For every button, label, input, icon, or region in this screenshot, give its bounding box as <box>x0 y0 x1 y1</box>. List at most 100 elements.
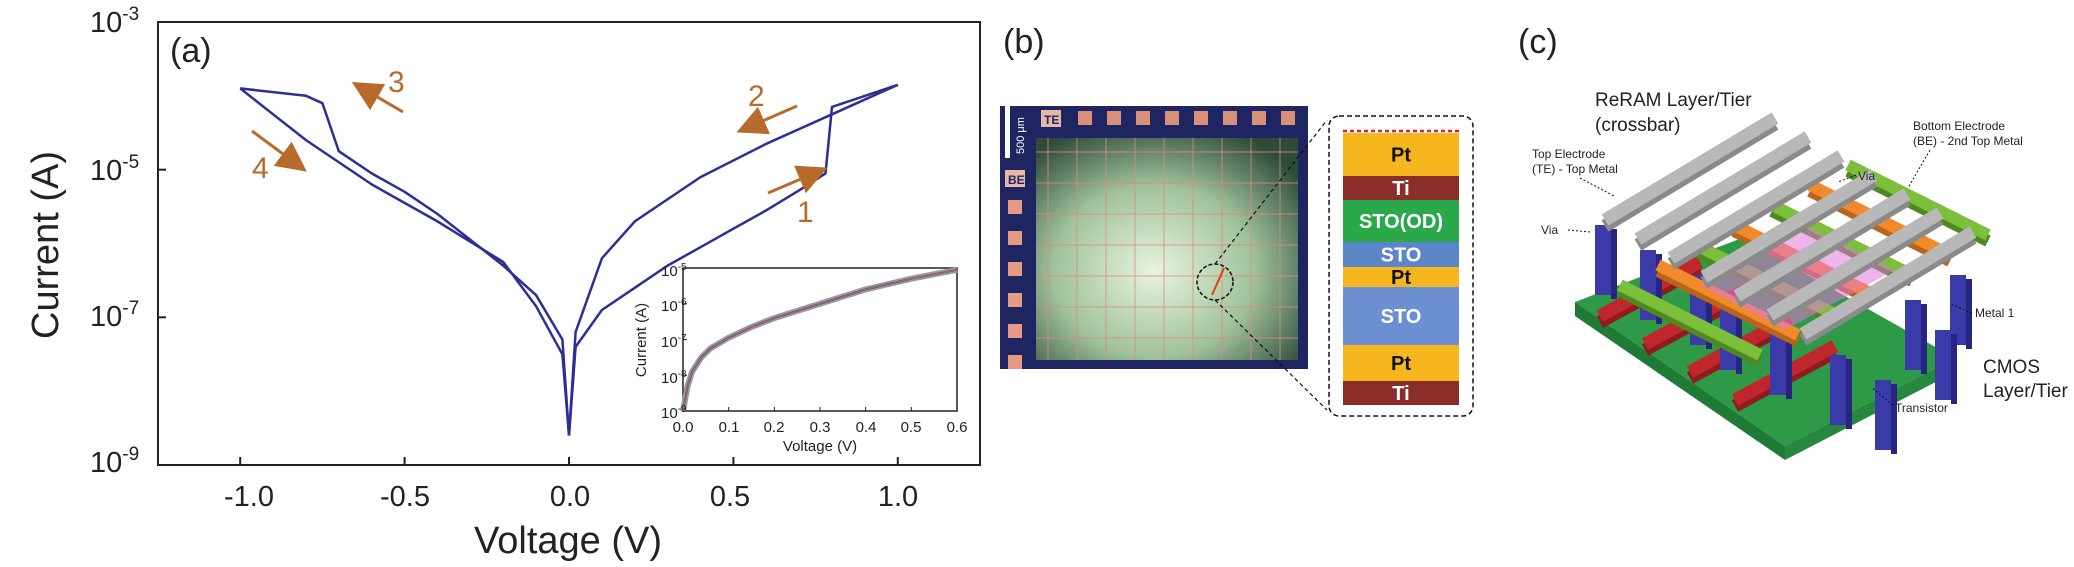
bottom-electrode-0 <box>1617 279 1763 361</box>
pillar-6 <box>1875 380 1891 450</box>
top-electrode-4 <box>1733 188 1911 302</box>
inset-y-tick-2: 10-7 <box>661 333 687 351</box>
sweep-arrow-4 <box>251 129 307 172</box>
micrograph-grid <box>1036 138 1298 360</box>
series-sweep_up_positive <box>567 83 899 436</box>
pillar-0 <box>1595 225 1611 295</box>
stack-layer-label-0: Pt <box>1391 145 1411 167</box>
transistor-label: Transistor <box>1895 401 1948 415</box>
pillar-side-0 <box>1611 229 1617 299</box>
micrograph-pads <box>1008 111 1295 369</box>
inset-y-tick-3: 10-6 <box>661 297 687 315</box>
te-pad-3 <box>1165 111 1179 125</box>
top-electrode-6 <box>1799 226 1977 340</box>
sweep-label-4: 4 <box>252 152 269 185</box>
pillar-side-6 <box>1891 384 1897 454</box>
stack-layer-label-6: Pt <box>1391 353 1411 375</box>
stack-layer-label-4: Pt <box>1391 267 1411 289</box>
be-pad-1 <box>1008 231 1022 245</box>
inset-x-tick-0: 0.0 <box>673 419 694 436</box>
inset-x-tick-3: 0.3 <box>810 419 831 436</box>
micrograph-image <box>1036 138 1298 360</box>
y-tick-label-2: 10-5 <box>90 152 139 187</box>
te-label-box <box>1041 110 1061 127</box>
zoom-line-bottom <box>1214 299 1328 411</box>
pillar-side-4 <box>1786 329 1792 399</box>
y-tick-label-3: 10-3 <box>90 4 139 39</box>
top-electrode-5 <box>1766 207 1944 321</box>
scale-bar <box>1005 106 1010 158</box>
stack-layer-2 <box>1343 200 1459 242</box>
stack-layer-0 <box>1343 133 1459 176</box>
inset-y-label: Current (A) <box>633 303 650 377</box>
reram-label-line1: ReRAM Layer/Tier <box>1595 90 1752 111</box>
stack-layer-4 <box>1343 267 1459 287</box>
be-leader <box>1907 149 1931 189</box>
cmos-label-line1: CMOS <box>1983 357 2040 378</box>
inset-x-tick-5: 0.5 <box>901 419 922 436</box>
sweep-label-2: 2 <box>748 80 765 113</box>
device-highlight <box>1211 267 1225 296</box>
x-tick-label-4: 1.0 <box>878 481 918 513</box>
pillar-5 <box>1830 355 1846 425</box>
top-electrode-0 <box>1601 112 1779 226</box>
via-top-leader <box>1837 174 1857 183</box>
pillar-side-8 <box>1966 279 1972 349</box>
metal1-label: Metal 1 <box>1975 306 2015 320</box>
pillar-side-5 <box>1846 359 1852 429</box>
cmos-base-side <box>1575 302 1785 460</box>
sweep-label-3: 3 <box>388 66 405 99</box>
series-sweep_negative_lower <box>239 87 571 436</box>
x-tick-label-0: -1.0 <box>224 481 274 513</box>
reram-label-line2: (crossbar) <box>1595 115 1681 136</box>
series-sweep_down_positive <box>567 83 899 436</box>
panel-c: (c) ReRAM Layer/Tier (crossbar) Via Bott… <box>1518 23 2068 460</box>
pillar-4 <box>1770 325 1786 395</box>
via-left-label: Via <box>1541 223 1558 237</box>
iv-traces <box>239 83 899 436</box>
stack-layer-7 <box>1343 381 1459 405</box>
inset-x-tick-6: 0.6 <box>947 419 968 436</box>
panel-a-label: (a) <box>170 32 212 70</box>
via-top-label: Via <box>1858 169 1875 183</box>
stack-layer-label-3: STO <box>1381 245 1422 267</box>
be-label-line2: (BE) - 2nd Top Metal <box>1913 134 2023 148</box>
top-electrodes <box>1601 112 1977 346</box>
panel-c-label: (c) <box>1518 23 1558 61</box>
main-ticks <box>158 21 899 466</box>
stack-layer-6 <box>1343 345 1459 381</box>
sweep-arrow-3 <box>351 81 404 114</box>
pink-region <box>1700 228 1895 330</box>
inset-x-label: Voltage (V) <box>783 438 857 455</box>
panel-a: (a) 10-9 10-7 10-5 10-3 -1.0 -0.5 0.0 0.… <box>25 4 981 562</box>
be-pad-2 <box>1008 262 1022 276</box>
top-electrode-3 <box>1700 169 1878 283</box>
pillar-side-2 <box>1706 279 1712 349</box>
top-electrode-2 <box>1667 150 1845 264</box>
stack-callout <box>1328 115 1474 417</box>
be-pad-4 <box>1008 324 1022 338</box>
x-tick-label-1: -0.5 <box>380 481 430 513</box>
cmos-base-front <box>1785 358 1955 460</box>
stack-layer-label-7: Ti <box>1392 383 1409 405</box>
pillar-7 <box>1905 300 1921 370</box>
be-label-line1: Bottom Electrode <box>1913 119 2005 133</box>
stack-layer-label-5: STO <box>1381 306 1422 328</box>
be-pad-5 <box>1008 355 1022 369</box>
inset-y-tick-0: 10-9 <box>661 404 687 422</box>
pillar-side-9 <box>1951 334 1957 404</box>
te-pad-6 <box>1252 111 1266 125</box>
sweep-arrow-1 <box>767 165 828 195</box>
x-tick-label-3: 0.5 <box>710 481 750 513</box>
te-pad-1 <box>1107 111 1121 125</box>
inset-x-tick-1: 0.1 <box>719 419 740 436</box>
inset-fit-measured <box>682 269 958 412</box>
be-label-box <box>1005 170 1025 187</box>
stack-layer-1 <box>1343 176 1459 200</box>
transistor-leader <box>1871 387 1894 406</box>
inset-y-tick-4: 10-5 <box>661 262 687 280</box>
inset-y-tick-1: 10-8 <box>661 369 687 387</box>
